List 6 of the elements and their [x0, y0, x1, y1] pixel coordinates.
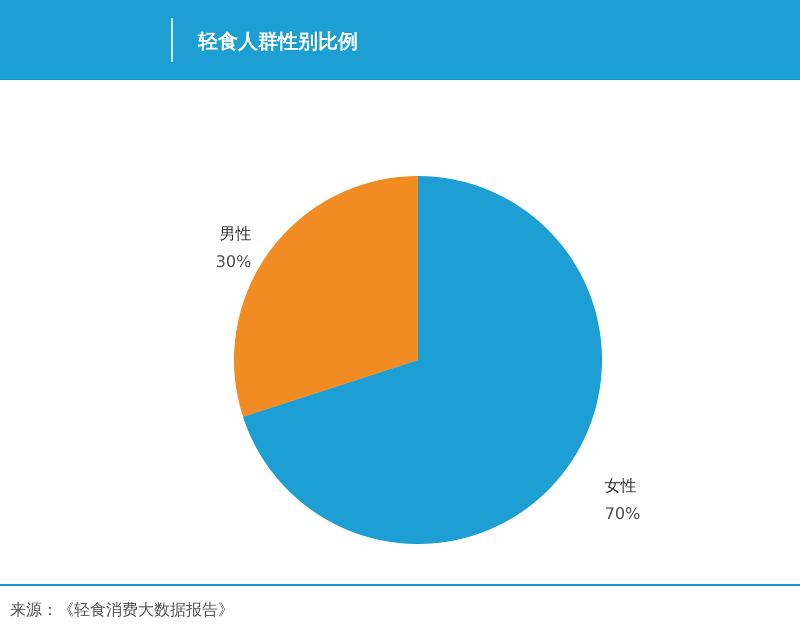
data-label: 30% [216, 252, 252, 271]
source-note: 来源：《轻食消费大数据报告》 [10, 600, 234, 619]
data-label: 70% [604, 504, 640, 524]
slice-label: 女性 [604, 476, 637, 496]
chart-title: 轻食人群性别比例 [197, 29, 358, 53]
slice-label: 男性 [219, 224, 252, 243]
